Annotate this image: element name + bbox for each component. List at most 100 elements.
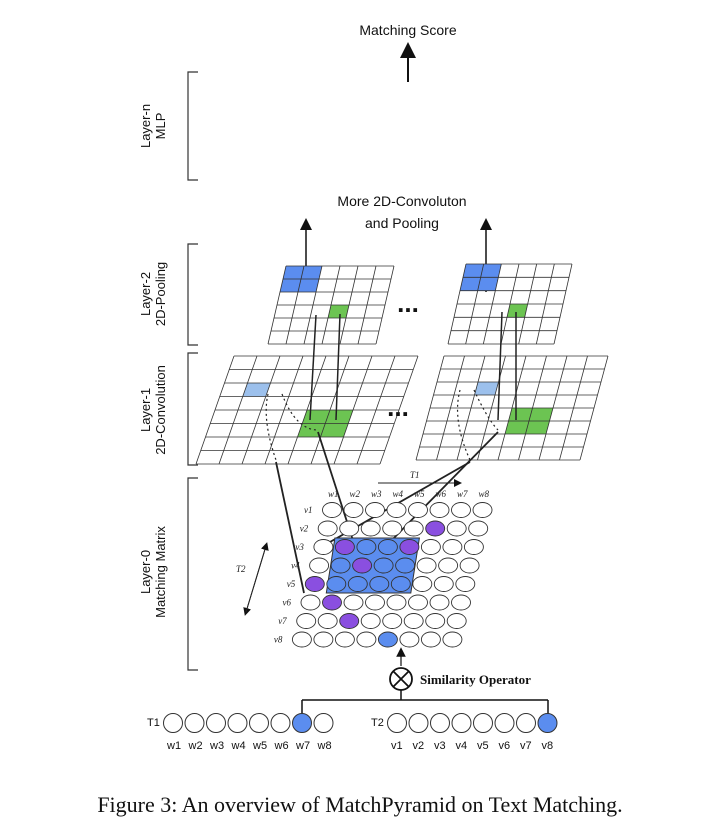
matrix-cell (313, 539, 334, 555)
matrix-cell (429, 594, 450, 611)
matrix-row-label: v4 (291, 561, 300, 571)
figure-caption: Figure 3: An overview of MatchPyramid on… (97, 792, 622, 817)
layer-n-label: Layer-n MLP (138, 104, 168, 148)
sentences: T1 w1 w2 w3 w4 w5 w6 w7 w8 T2 v1 v2 v3 v4 v5 v6 v7 v8 (147, 713, 558, 752)
matrix-cell (420, 539, 441, 555)
word-label: w5 (252, 740, 267, 752)
matrix-cell (472, 502, 493, 518)
matrix-cell (343, 594, 364, 611)
layer-bracket-1 (187, 352, 198, 466)
word-label: w4 (231, 740, 246, 752)
pooling-ellipsis: ... (397, 288, 419, 318)
word-label: w6 (274, 740, 289, 752)
matrix-cell (326, 576, 347, 592)
word-node (313, 713, 334, 733)
svg-text:Layer-2: Layer-2 (138, 272, 153, 316)
feature-map-grids (195, 263, 609, 465)
word-node (494, 713, 515, 733)
word-node (292, 713, 312, 733)
matrix-cell (365, 594, 385, 611)
word-node (206, 713, 226, 733)
layer-bracket-0 (187, 477, 198, 671)
matrix-cell (309, 557, 330, 574)
word-node (387, 713, 407, 733)
matrix-cell (322, 594, 342, 611)
word-label: w3 (209, 740, 224, 752)
matrix-cell (377, 539, 398, 555)
matrix-cell (408, 502, 428, 518)
layer-2-label: Layer-2 2D-Pooling (138, 262, 168, 326)
word-label: v5 (477, 740, 489, 752)
matrix-cell (377, 631, 398, 648)
svg-text:Matching Matrix: Matching Matrix (153, 526, 168, 618)
word-label: v2 (413, 740, 425, 752)
matrix-row-label: v2 (300, 524, 309, 534)
matrix-cell (382, 520, 403, 537)
matrix-cell (360, 613, 381, 629)
matrix-cell (382, 613, 403, 629)
matrix-cell (291, 631, 312, 648)
svg-text:2D-Pooling: 2D-Pooling (153, 262, 168, 326)
word-node (430, 713, 450, 733)
matrix-cell (420, 631, 441, 648)
matrix-row-label: v6 (283, 598, 292, 608)
similarity-operator-label: Similarity Operator (420, 672, 531, 687)
word-label: v1 (391, 740, 403, 752)
matrix-cell (446, 613, 467, 629)
word-label: w7 (295, 740, 310, 752)
matrix-col-label: w4 (393, 489, 404, 499)
matrix-cell (442, 631, 463, 648)
more-conv-label-line1: More 2D-Convoluton (337, 193, 466, 209)
matrix-cell (442, 539, 463, 555)
matrix-cell (399, 631, 420, 648)
matrix-col-label: w8 (479, 489, 490, 499)
matrix-row-label: v5 (287, 579, 296, 589)
matrix-cell (339, 520, 360, 537)
matching-score-label: Matching Score (359, 22, 456, 38)
matrix-cell (360, 520, 381, 537)
matrix-cell (356, 631, 377, 648)
matrix-col-label: w6 (436, 489, 447, 499)
matrix-cell (313, 631, 334, 648)
matrix-cell (339, 613, 360, 629)
word-label: v3 (434, 740, 446, 752)
matrix-cell (395, 557, 416, 574)
matrix-t2-label: T2 (236, 564, 246, 574)
matrix-cell (317, 613, 338, 629)
matrix-row-label: v3 (295, 542, 304, 552)
layer-1-label: Layer-1 2D-Convolution (138, 365, 168, 455)
matrix-cell (390, 576, 411, 592)
word-label: v6 (499, 740, 511, 752)
matrix-cell (369, 576, 390, 592)
word-node (249, 713, 269, 733)
word-label: v7 (520, 740, 532, 752)
matrix-col-label: w3 (371, 489, 382, 499)
matrix-cell (322, 502, 342, 518)
word-label: w1 (166, 740, 181, 752)
word-node (516, 713, 536, 733)
matrix-cell (352, 557, 373, 574)
matrix-cell (399, 539, 420, 555)
matrix-cell (433, 576, 454, 592)
word-label: v8 (542, 740, 554, 752)
matrix-cell (334, 631, 355, 648)
matrix-cell (429, 502, 450, 518)
matrix-cell (403, 613, 424, 629)
matrix-cell (455, 576, 476, 592)
word-node (537, 713, 558, 733)
svg-text:Layer-0: Layer-0 (138, 550, 153, 594)
svg-text:Layer-n: Layer-n (138, 104, 153, 148)
matrix-col-label: w5 (414, 489, 425, 499)
matrix-t1-label: T1 (410, 470, 420, 480)
word-label: v4 (456, 740, 468, 752)
word-node (163, 713, 183, 733)
word-node (227, 713, 248, 733)
matrix-cell (451, 594, 471, 611)
more-conv-label-line2: and Pooling (365, 215, 439, 231)
matrix-cell (317, 520, 338, 537)
layer-bracket-n (187, 71, 198, 181)
matrix-cell (296, 613, 317, 629)
word-node (451, 713, 472, 733)
word-label: w2 (188, 740, 203, 752)
layer-0-label: Layer-0 Matching Matrix (138, 526, 168, 618)
